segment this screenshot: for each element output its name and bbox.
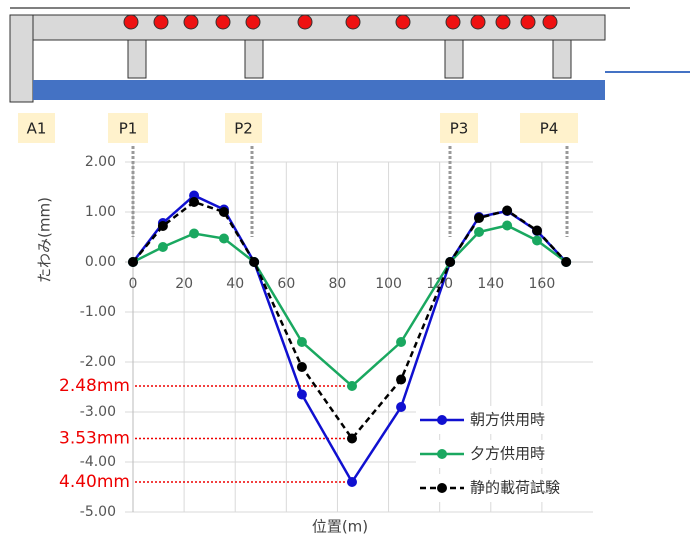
y-tick-label: -2.00	[80, 354, 116, 370]
data-point	[474, 227, 484, 237]
y-tick-label: 1.00	[85, 204, 116, 220]
data-point	[347, 434, 357, 444]
pier-label: P1	[119, 120, 138, 138]
annotation-label: 4.40mm	[59, 472, 130, 492]
legend-marker	[437, 415, 447, 425]
data-point	[445, 257, 455, 267]
data-point	[532, 226, 542, 236]
y-axis-label: たわみ(mm)	[36, 197, 54, 283]
series-line	[133, 202, 566, 439]
data-point	[249, 257, 259, 267]
bridge-diagram	[10, 8, 690, 102]
data-point	[128, 257, 138, 267]
chart: たわみ(mm) 位置(m) 2.00 1.00 0.00 -1.00 -2.00 -3.0…	[0, 0, 695, 536]
data-point	[158, 242, 168, 252]
annotation-label: 3.53mm	[59, 429, 130, 449]
data-point	[189, 197, 199, 207]
data-point	[347, 381, 357, 391]
x-tick-label: 0	[129, 276, 138, 292]
data-point	[219, 234, 229, 244]
data-point	[189, 229, 199, 239]
x-axis-label: 位置(m)	[312, 518, 368, 536]
data-point	[474, 213, 484, 223]
y-tick-label: -3.00	[80, 404, 116, 420]
legend-label: 夕方供用時	[470, 445, 545, 463]
legend-marker	[437, 449, 447, 459]
y-tick-label: -5.00	[80, 504, 116, 520]
data-point	[297, 390, 307, 400]
data-point	[502, 206, 512, 216]
pier-label: A1	[27, 120, 47, 138]
x-tick-label: 140	[477, 276, 504, 292]
data-point	[561, 257, 571, 267]
x-tick-label: 80	[329, 276, 347, 292]
x-tick-label: 160	[529, 276, 556, 292]
data-point	[502, 221, 512, 231]
pier-label: P4	[540, 120, 559, 138]
data-point	[396, 375, 406, 385]
x-tick-label: 60	[277, 276, 295, 292]
y-tick-label: 2.00	[85, 154, 116, 170]
y-tick-label: 0.00	[85, 254, 116, 270]
data-point	[297, 337, 307, 347]
x-tick-label: 100	[375, 276, 402, 292]
y-tick-label: -4.00	[80, 454, 116, 470]
data-point	[219, 207, 229, 217]
data-point	[396, 337, 406, 347]
x-tick-label: 40	[226, 276, 244, 292]
legend-marker	[437, 483, 447, 493]
data-point	[158, 221, 168, 231]
legend-label: 静的載荷試験	[470, 479, 560, 497]
pier-label: P2	[234, 120, 253, 138]
data-point	[396, 402, 406, 412]
data-point	[297, 362, 307, 372]
data-point	[532, 236, 542, 246]
pier-label: P3	[450, 120, 469, 138]
y-tick-label: -1.00	[80, 304, 116, 320]
annotation-label: 2.48mm	[59, 376, 130, 396]
x-tick-label: 20	[175, 276, 193, 292]
legend-label: 朝方供用時	[470, 411, 545, 429]
data-point	[347, 477, 357, 487]
